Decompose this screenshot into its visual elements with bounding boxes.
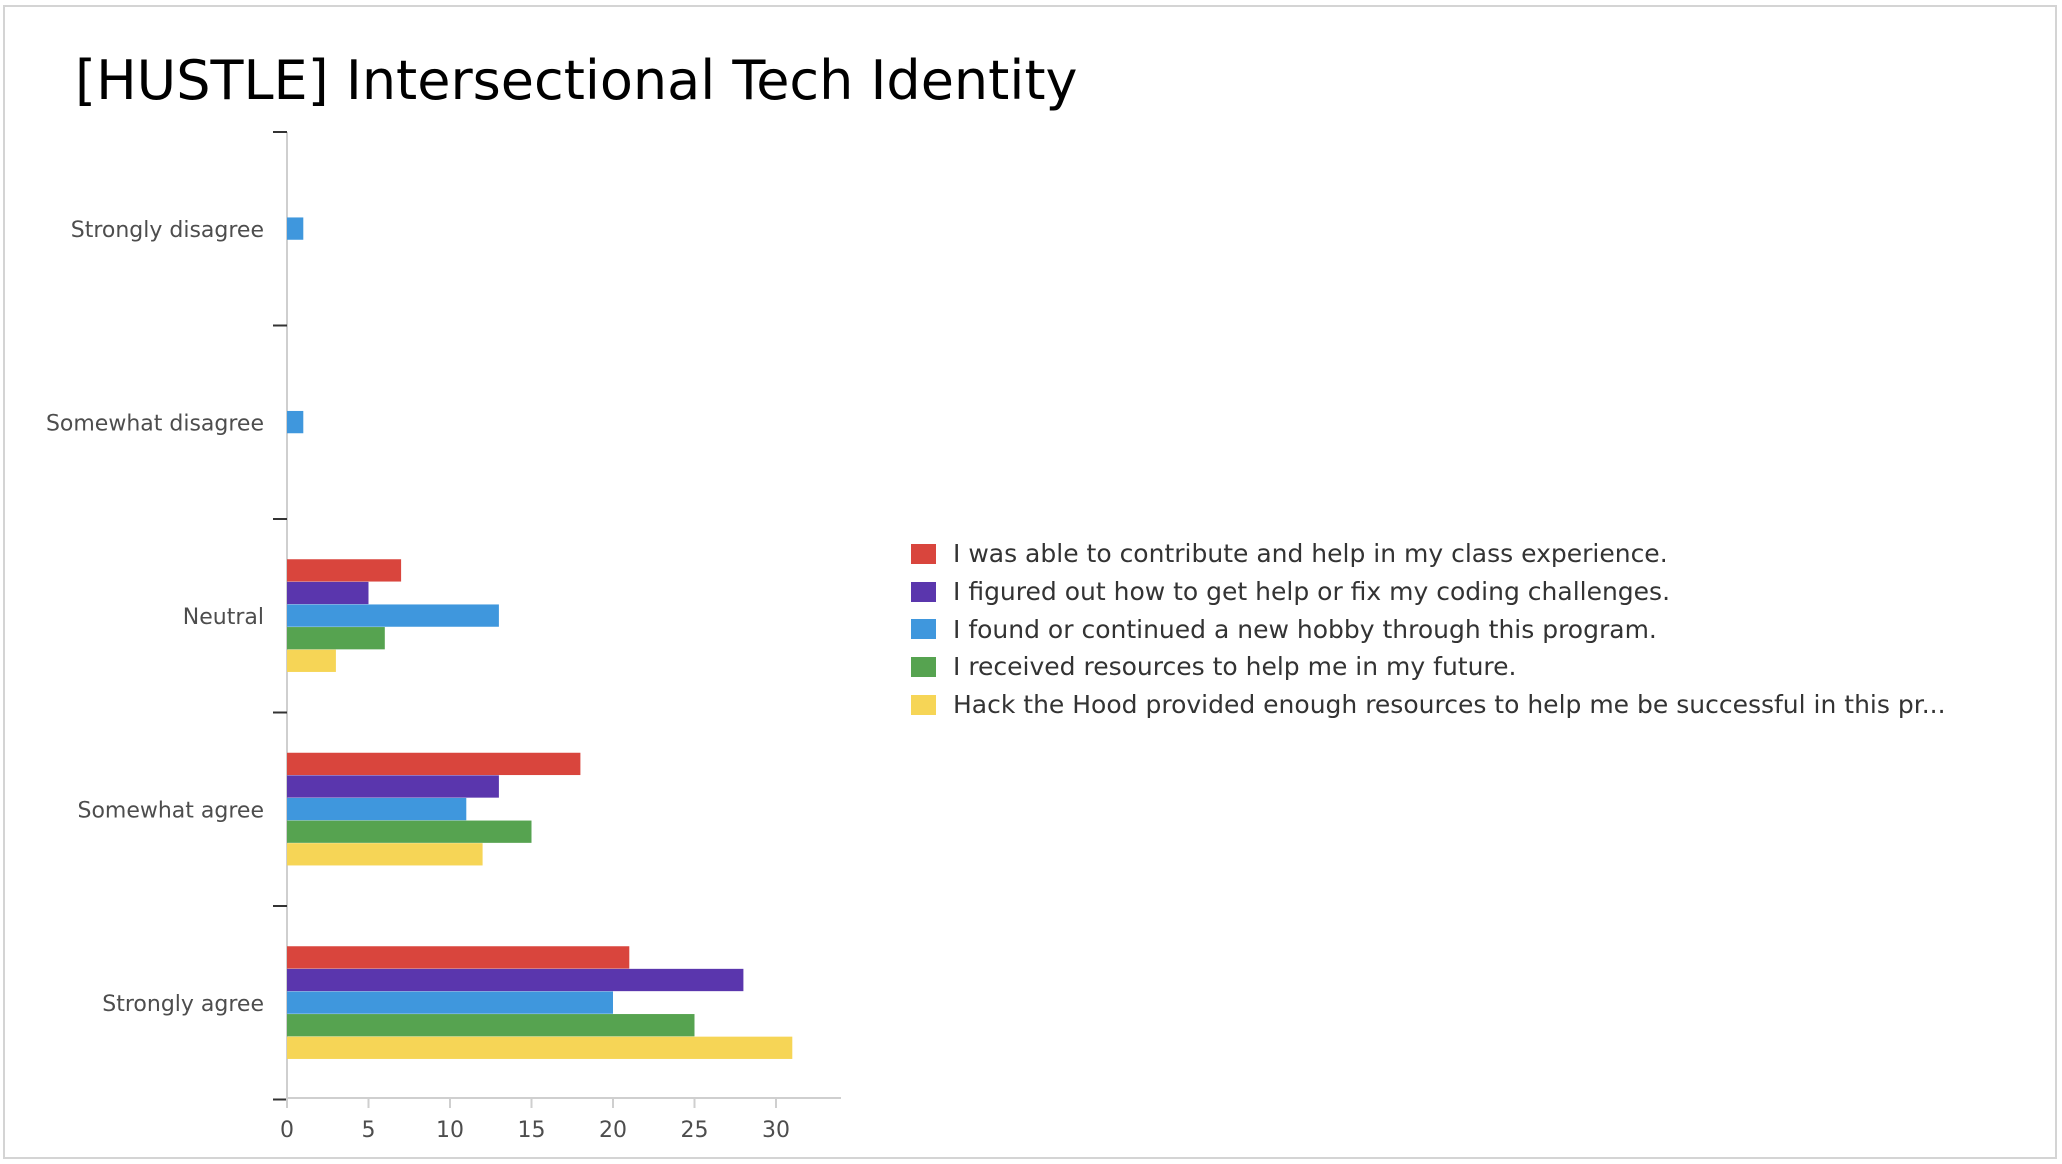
bar (287, 1036, 793, 1059)
category-label: Strongly disagree (71, 218, 264, 243)
legend-swatch (911, 581, 936, 602)
category-label: Somewhat agree (77, 798, 264, 823)
legend-swatch (911, 694, 936, 715)
bar (287, 797, 467, 821)
bar (287, 649, 336, 672)
chart-legend: I was able to contribute and help in my … (911, 535, 1946, 723)
x-tick-label: 15 (518, 1118, 546, 1143)
x-tick-label: 5 (362, 1118, 376, 1143)
bar (287, 946, 630, 969)
x-tick-label: 10 (436, 1118, 464, 1143)
bar (287, 820, 532, 843)
slide-title: [HUSTLE] Intersectional Tech Identity (75, 49, 1078, 112)
bar (287, 843, 483, 866)
category-label: Strongly agree (102, 992, 264, 1017)
legend-item: I received resources to help me in my fu… (911, 648, 1946, 686)
bar (287, 991, 613, 1014)
legend-item: I was able to contribute and help in my … (911, 535, 1946, 573)
bar (287, 581, 369, 605)
legend-item: I found or continued a new hobby through… (911, 610, 1946, 648)
bar (287, 775, 499, 798)
legend-label: Hack the Hood provided enough resources … (953, 690, 1946, 720)
bar (287, 604, 499, 627)
bar (287, 217, 304, 240)
category-label: Somewhat disagree (46, 411, 264, 436)
bar (287, 752, 581, 776)
bar (287, 559, 402, 582)
bar (287, 627, 385, 650)
x-tick-label: 20 (599, 1118, 627, 1143)
x-tick-label: 30 (762, 1118, 790, 1143)
x-tick-label: 25 (681, 1118, 709, 1143)
legend-label: I received resources to help me in my fu… (953, 652, 1517, 682)
legend-label: I figured out how to get help or fix my … (953, 577, 1671, 607)
x-tick-label: 0 (280, 1118, 294, 1143)
legend-swatch (911, 543, 936, 564)
bar (287, 968, 744, 992)
legend-swatch (911, 619, 936, 640)
bar (287, 1014, 695, 1037)
legend-label: I was able to contribute and help in my … (953, 539, 1668, 569)
legend-swatch (911, 656, 936, 677)
legend-item: I figured out how to get help or fix my … (911, 573, 1946, 611)
legend-item: Hack the Hood provided enough resources … (911, 686, 1946, 724)
legend-label: I found or continued a new hobby through… (953, 614, 1657, 644)
category-label: Neutral (183, 605, 264, 630)
bar (287, 410, 304, 434)
